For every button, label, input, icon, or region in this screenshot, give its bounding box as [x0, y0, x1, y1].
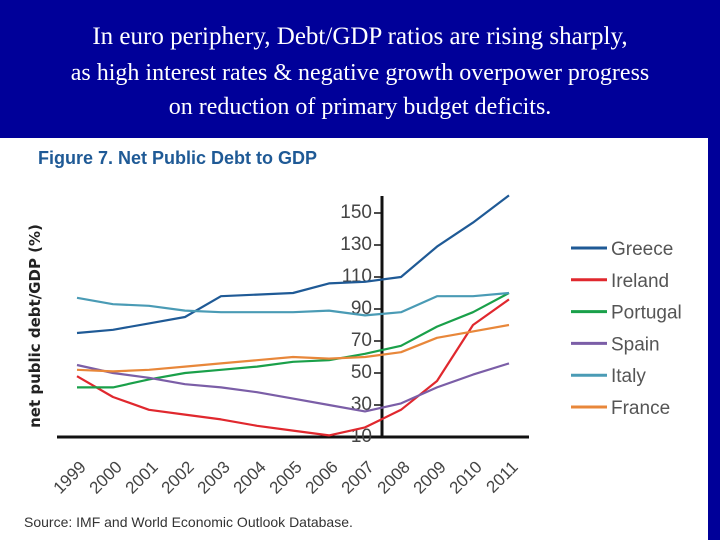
x-tick-label: 2005: [266, 457, 306, 497]
series-line-italy: [76, 291, 510, 317]
x-tick-label: 2003: [194, 457, 234, 497]
legend-item-ireland: Ireland: [571, 271, 669, 292]
x-tick-label: 2011: [483, 457, 522, 496]
legend-label: Ireland: [611, 271, 669, 292]
x-tick-label: 2010: [446, 457, 486, 497]
x-tick-label: 2004: [230, 457, 270, 497]
x-tick-label: 2007: [338, 457, 378, 497]
legend-label: France: [611, 398, 670, 419]
legend-item-italy: Italy: [571, 366, 646, 387]
y-tick-label: 50: [351, 362, 372, 383]
slide-header: In euro periphery, Debt/GDP ratios are r…: [0, 0, 720, 138]
series-line-spain: [76, 362, 510, 413]
legend-item-france: France: [571, 398, 670, 419]
series-line-portugal: [77, 292, 510, 389]
y-tick-label: 70: [351, 330, 372, 351]
legend-label: Spain: [611, 334, 660, 355]
series-line-ireland: [76, 298, 510, 437]
y-tick-label: 10: [351, 426, 372, 447]
x-tick-label: 2009: [410, 457, 450, 497]
source-note: Source: IMF and World Economic Outlook D…: [24, 514, 353, 530]
legend-label: Greece: [611, 239, 673, 260]
slide-title-line-1: In euro periphery, Debt/GDP ratios are r…: [92, 23, 628, 50]
legend-label: Portugal: [611, 303, 682, 324]
x-tick-label: 2001: [122, 457, 162, 497]
series-line-france: [76, 323, 510, 373]
y-tick-label: 130: [340, 234, 372, 255]
legend-item-spain: Spain: [571, 334, 660, 355]
slide-title-line-3: on reduction of primary budget deficits.: [168, 94, 552, 120]
x-tick-label: 2002: [158, 457, 198, 497]
y-tick-label: 110: [342, 266, 372, 287]
series-line-greece: [76, 194, 510, 335]
x-tick-label: 2006: [302, 457, 342, 497]
x-tick-label: 2008: [374, 457, 414, 497]
slide-title-line-2: as high interest rates & negative growth…: [70, 60, 650, 86]
x-tick-label: 1999: [50, 457, 90, 497]
chart-panel: [0, 138, 708, 540]
legend-item-greece: Greece: [571, 239, 673, 260]
y-tick-label: 150: [340, 202, 372, 223]
y-axis-label: net public debt/GDP (%): [26, 224, 44, 428]
chart-title: Figure 7. Net Public Debt to GDP: [38, 148, 317, 168]
legend-item-portugal: Portugal: [571, 303, 682, 324]
legend-label: Italy: [611, 366, 646, 387]
x-tick-label: 2000: [86, 457, 126, 497]
